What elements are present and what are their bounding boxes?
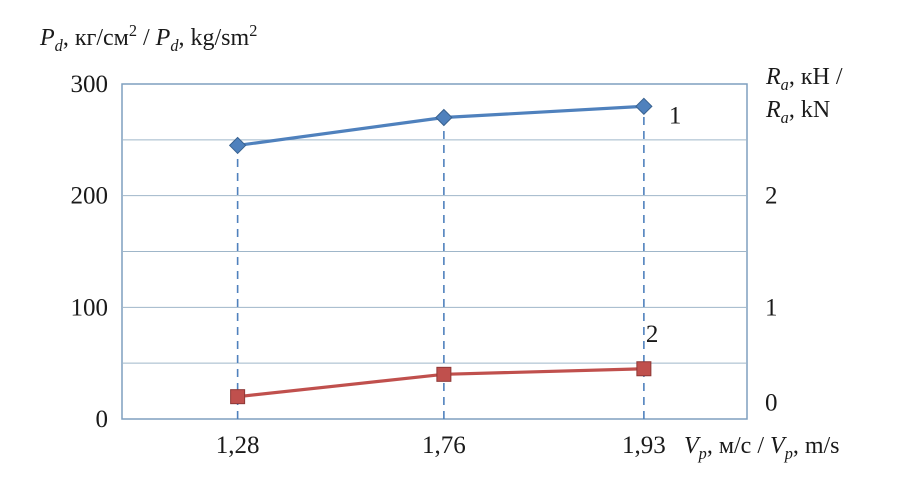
series-2-label: 2 <box>646 321 659 348</box>
x-axis-title: Vp, м/с / Vp, m/s <box>684 433 840 463</box>
right-axis-title-line2: Ra, kN <box>766 97 831 127</box>
right-axis-title-line1: Ra, кН / <box>766 64 843 94</box>
left-tick-label: 200 <box>71 183 109 210</box>
series-2-marker-square <box>436 366 452 382</box>
right-tick-label: 2 <box>765 183 778 210</box>
right-tick-label: 1 <box>765 294 778 321</box>
series-2-marker-square <box>230 389 246 405</box>
series-1-marker-diamond <box>435 108 453 127</box>
left-tick-label: 300 <box>71 71 109 98</box>
left-tick-label: 0 <box>96 406 109 433</box>
left-axis-title: Pd, кг/см2 / Pd, kg/sm2 <box>40 21 258 55</box>
series-1-label: 1 <box>669 102 682 129</box>
series-2-marker-square <box>636 361 652 377</box>
x-tick-label: 1,28 <box>216 432 260 459</box>
x-tick-label: 1,76 <box>422 432 466 459</box>
left-tick-label: 100 <box>71 294 109 321</box>
series-1-marker-diamond <box>228 136 247 155</box>
right-tick-label: 0 <box>765 389 778 416</box>
right-axis-title: Ra, кН / Ra, kN <box>766 62 843 128</box>
series-1-marker-diamond <box>635 97 653 116</box>
x-tick-label: 1,93 <box>622 432 666 459</box>
